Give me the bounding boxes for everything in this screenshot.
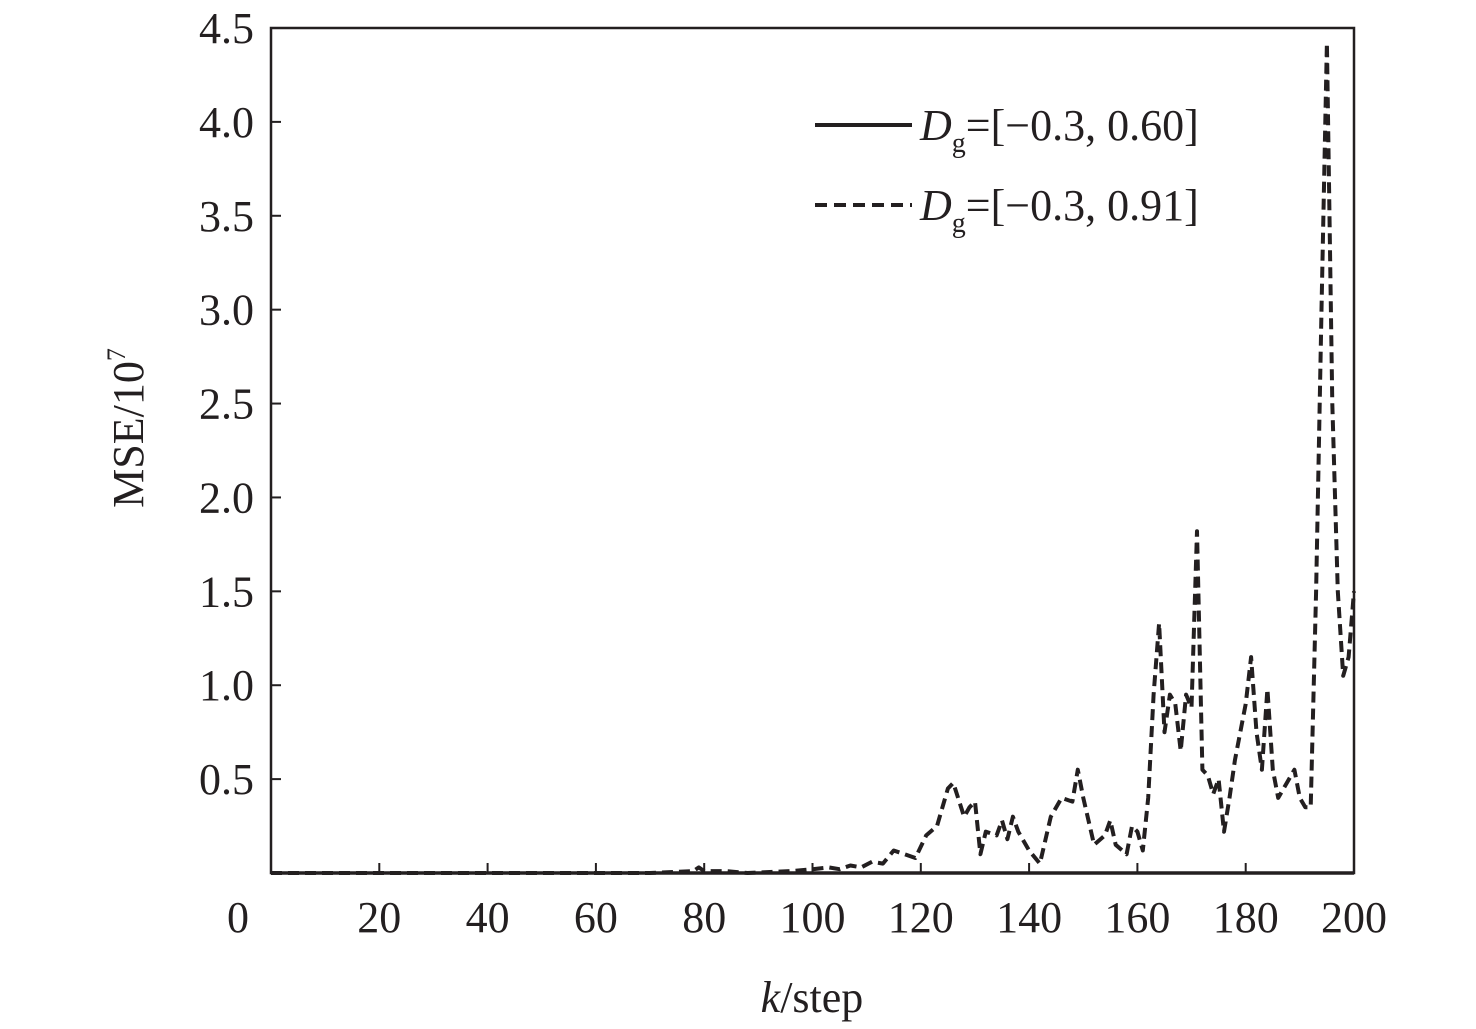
x-tick-label: 200 <box>1321 893 1387 942</box>
y-tick-label: 1.5 <box>199 567 254 616</box>
legend-1-rest: =[−0.3, 0.91] <box>966 181 1199 230</box>
y-tick-label: 2.0 <box>199 473 254 522</box>
y-tick-label: 4.0 <box>199 98 254 147</box>
legend-1-symbol: D <box>919 181 952 230</box>
y-axis-title-sup: 7 <box>102 348 131 361</box>
legend-0-rest: =[−0.3, 0.60] <box>966 101 1199 150</box>
x-axis-title-italic: k <box>761 973 782 1022</box>
x-origin-label: 0 <box>227 893 249 942</box>
legend: Dg=[−0.3, 0.60] Dg=[−0.3, 0.91] <box>815 101 1199 239</box>
y-tick-label: 0.5 <box>199 755 254 804</box>
x-tick-label: 20 <box>357 893 401 942</box>
x-tick-label: 120 <box>888 893 954 942</box>
plot-frame <box>269 26 1356 875</box>
y-axis-title: MSE/107 <box>102 348 153 508</box>
series-dashed-line <box>271 41 1356 875</box>
x-axis-title-rest: /step <box>780 973 863 1022</box>
legend-1-subscript: g <box>952 208 966 239</box>
x-tick-label: 100 <box>780 893 846 942</box>
y-tick-label: 1.0 <box>199 661 254 710</box>
y-tick-label: 4.5 <box>199 4 254 53</box>
y-tick-label: 3.5 <box>199 192 254 241</box>
y-tick-label: 3.0 <box>199 286 254 335</box>
legend-0-symbol: D <box>919 101 952 150</box>
x-tick-label: 160 <box>1104 893 1170 942</box>
x-tick-label: 80 <box>682 893 726 942</box>
legend-label-1: Dg=[−0.3, 0.91] <box>919 181 1199 239</box>
series-layer <box>271 41 1356 875</box>
x-axis-title: k/step <box>761 973 864 1022</box>
legend-0-subscript: g <box>952 128 966 159</box>
y-axis-title-base: MSE/10 <box>104 361 153 508</box>
ticks-layer: 20 40 60 80 100 120 140 160 180 200 0.5 1.0 1.5 2.0 2.… <box>199 4 1387 942</box>
legend-label-0: Dg=[−0.3, 0.60] <box>919 101 1199 159</box>
x-tick-label: 140 <box>996 893 1062 942</box>
x-tick-label: 180 <box>1213 893 1279 942</box>
x-tick-label: 40 <box>466 893 510 942</box>
x-tick-label: 60 <box>574 893 618 942</box>
y-tick-label: 2.5 <box>199 380 254 429</box>
